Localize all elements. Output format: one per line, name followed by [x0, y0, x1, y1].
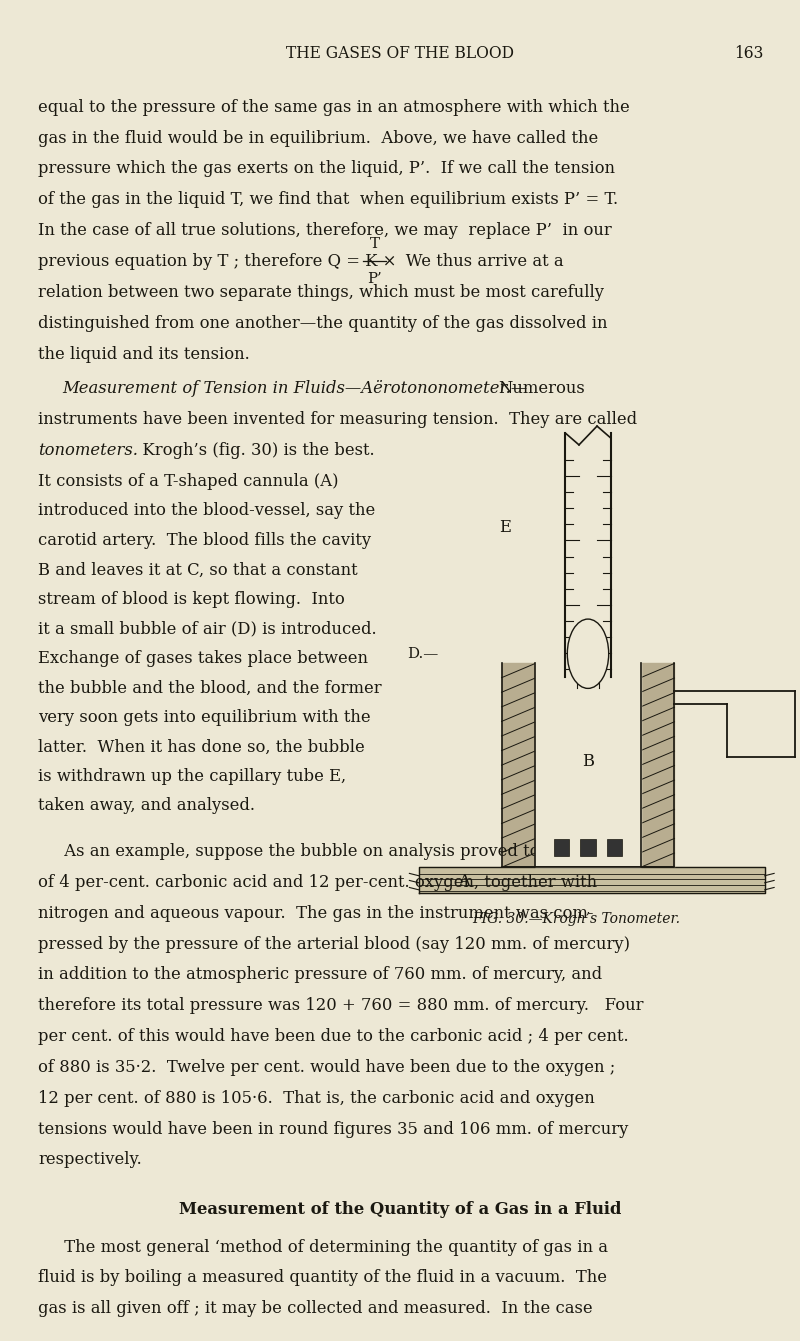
Text: previous equation by T ; therefore Q = K ×: previous equation by T ; therefore Q = K… — [38, 253, 397, 270]
Text: fluid is by boiling a measured quantity of the fluid in a vacuum.  The: fluid is by boiling a measured quantity … — [38, 1270, 607, 1286]
Text: In the case of all true solutions, therefore, we may  replace P’  in our: In the case of all true solutions, there… — [38, 223, 612, 239]
Text: We thus arrive at a: We thus arrive at a — [390, 253, 563, 270]
Text: of 880 is 35·2.  Twelve per cent. would have been due to the oxygen ;: of 880 is 35·2. Twelve per cent. would h… — [38, 1059, 616, 1075]
Text: carotid artery.  The blood fills the cavity: carotid artery. The blood fills the cavi… — [38, 532, 371, 548]
Text: tonometers.: tonometers. — [38, 443, 138, 459]
Text: As an example, suppose the bubble on analysis proved to consist: As an example, suppose the bubble on ana… — [38, 843, 603, 860]
Polygon shape — [419, 868, 765, 893]
Text: taken away, and analysed.: taken away, and analysed. — [38, 798, 255, 814]
Bar — [607, 839, 622, 856]
Polygon shape — [502, 662, 535, 868]
Text: 12 per cent. of 880 is 105·6.  That is, the carbonic acid and oxygen: 12 per cent. of 880 is 105·6. That is, t… — [38, 1090, 595, 1106]
Text: T: T — [370, 237, 379, 251]
Text: Exchange of gases takes place between: Exchange of gases takes place between — [38, 650, 368, 666]
Text: equal to the pressure of the same gas in an atmosphere with which the: equal to the pressure of the same gas in… — [38, 99, 630, 115]
Text: P’: P’ — [367, 272, 382, 286]
Text: stream of blood is kept flowing.  Into: stream of blood is kept flowing. Into — [38, 591, 345, 607]
Text: Measurement of the Quantity of a Gas in a Fluid: Measurement of the Quantity of a Gas in … — [179, 1202, 621, 1218]
Text: 163: 163 — [734, 46, 764, 62]
Text: tensions would have been in round figures 35 and 106 mm. of mercury: tensions would have been in round figure… — [38, 1121, 629, 1137]
Text: It consists of a T-shaped cannula (A): It consists of a T-shaped cannula (A) — [38, 473, 339, 489]
Text: nitrogen and aqueous vapour.  The gas in the instrument was com-: nitrogen and aqueous vapour. The gas in … — [38, 905, 594, 921]
Text: pressed by the pressure of the arterial blood (say 120 mm. of mercury): pressed by the pressure of the arterial … — [38, 936, 630, 952]
Text: gas in the fluid would be in equilibrium.  Above, we have called the: gas in the fluid would be in equilibrium… — [38, 130, 598, 146]
Text: the bubble and the blood, and the former: the bubble and the blood, and the former — [38, 680, 382, 696]
Polygon shape — [535, 662, 641, 868]
Text: per cent. of this would have been due to the carbonic acid ; 4 per cent.: per cent. of this would have been due to… — [38, 1029, 629, 1045]
Text: E: E — [499, 519, 511, 535]
Text: therefore its total pressure was 120 + 760 = 880 mm. of mercury.   Four: therefore its total pressure was 120 + 7… — [38, 998, 644, 1014]
Text: The most general ‘method of determining the quantity of gas in a: The most general ‘method of determining … — [38, 1239, 608, 1255]
Text: it a small bubble of air (D) is introduced.: it a small bubble of air (D) is introduc… — [38, 621, 377, 637]
Text: respectively.: respectively. — [38, 1152, 142, 1168]
Text: introduced into the blood-vessel, say the: introduced into the blood-vessel, say th… — [38, 503, 376, 519]
Text: gas is all given off ; it may be collected and measured.  In the case: gas is all given off ; it may be collect… — [38, 1301, 593, 1317]
Text: of 4 per-cent. carbonic acid and 12 per-cent. oxygen, together with: of 4 per-cent. carbonic acid and 12 per-… — [38, 874, 598, 890]
Bar — [554, 839, 570, 856]
Polygon shape — [641, 662, 674, 868]
Text: of the gas in the liquid T, we find that  when equilibrium exists P’ = T.: of the gas in the liquid T, we find that… — [38, 192, 618, 208]
Circle shape — [567, 620, 609, 688]
Text: very soon gets into equilibrium with the: very soon gets into equilibrium with the — [38, 709, 371, 725]
Text: A: A — [458, 873, 470, 890]
Text: in addition to the atmospheric pressure of 760 mm. of mercury, and: in addition to the atmospheric pressure … — [38, 967, 602, 983]
Text: THE GASES OF THE BLOOD: THE GASES OF THE BLOOD — [286, 46, 514, 62]
Text: the liquid and its tension.: the liquid and its tension. — [38, 346, 250, 362]
Text: B: B — [582, 754, 594, 770]
Text: D.—: D.— — [407, 646, 438, 661]
Text: distinguished from one another—the quantity of the gas dissolved in: distinguished from one another—the quant… — [38, 315, 608, 331]
Text: pressure which the gas exerts on the liquid, P’.  If we call the tension: pressure which the gas exerts on the liq… — [38, 161, 615, 177]
Text: FIG. 30.—Krogh’s Tonometer.: FIG. 30.—Krogh’s Tonometer. — [472, 912, 680, 925]
Bar — [581, 839, 595, 856]
Text: Measurement of Tension in Fluids—Aërotononometer.—: Measurement of Tension in Fluids—Aëroton… — [62, 381, 528, 397]
Text: instruments have been invented for measuring tension.  They are called: instruments have been invented for measu… — [38, 412, 638, 428]
Text: Krogh’s (fig. 30) is the best.: Krogh’s (fig. 30) is the best. — [132, 443, 374, 459]
Text: is withdrawn up the capillary tube E,: is withdrawn up the capillary tube E, — [38, 768, 346, 784]
Text: B and leaves it at C, so that a constant: B and leaves it at C, so that a constant — [38, 562, 358, 578]
Text: latter.  When it has done so, the bubble: latter. When it has done so, the bubble — [38, 739, 365, 755]
Text: relation between two separate things, which must be most carefully: relation between two separate things, wh… — [38, 284, 605, 300]
Text: Numerous: Numerous — [498, 381, 585, 397]
